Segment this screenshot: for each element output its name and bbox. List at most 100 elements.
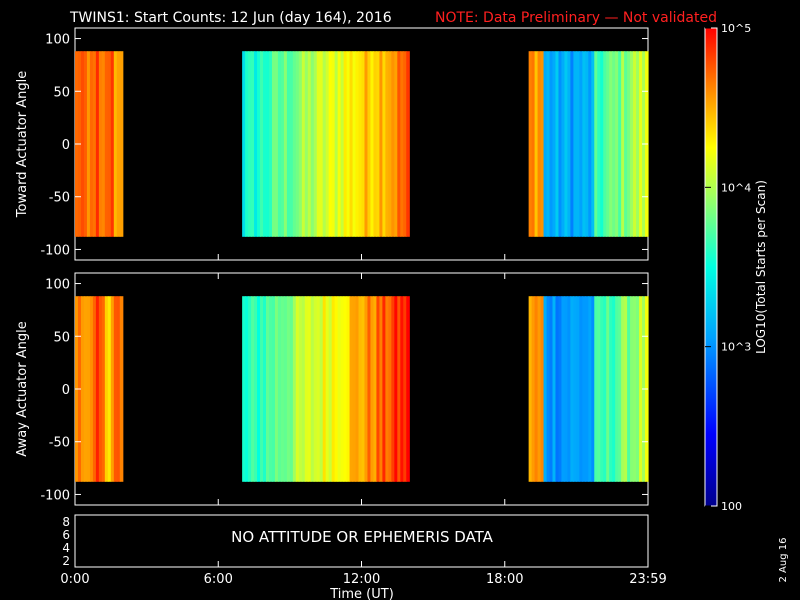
heatmap-column	[334, 51, 339, 237]
heatmap-column	[295, 51, 300, 237]
heatmap-column	[343, 51, 348, 237]
x-tick-label: 6:00	[204, 572, 233, 587]
heatmap-column	[624, 51, 628, 237]
heatmap-column	[242, 51, 246, 237]
heatmap-column	[289, 296, 294, 482]
heatmap-column	[340, 296, 345, 482]
colorbar-label-text: LOG10(Total Starts per Scan)	[754, 180, 768, 354]
heatmap-column	[271, 51, 276, 237]
heatmap-column	[591, 51, 595, 237]
heatmap-column	[104, 296, 109, 482]
heatmap-column	[251, 51, 255, 237]
heatmap-column	[355, 296, 360, 482]
heatmap-column	[358, 51, 363, 237]
heatmap-column	[528, 296, 533, 482]
heatmap-column	[263, 296, 267, 482]
heatmap-column	[346, 296, 351, 482]
heatmap-column	[289, 51, 294, 237]
bottom-y-tick-label: 6	[62, 528, 70, 542]
heatmap-column	[540, 51, 545, 237]
y-tick-label: -50	[49, 436, 70, 451]
heatmap-column	[552, 51, 557, 237]
heatmap-column	[397, 296, 401, 482]
heatmap-column	[394, 51, 398, 237]
heatmap-column	[373, 51, 378, 237]
heatmap-column	[298, 51, 303, 237]
heatmap-column	[552, 296, 557, 482]
heatmap-column	[107, 296, 112, 482]
heatmap-column	[113, 51, 118, 237]
heatmap-column	[110, 296, 115, 482]
y-tick-label: 100	[45, 33, 70, 48]
heatmap-column	[549, 296, 554, 482]
heatmap-column	[391, 51, 395, 237]
heatmap-column	[301, 51, 306, 237]
heatmap-column	[274, 296, 279, 482]
heatmap-column	[594, 296, 598, 482]
heatmap-column	[361, 51, 366, 237]
heatmap-column	[600, 296, 604, 482]
heatmap-column	[319, 51, 324, 237]
heatmap-column	[86, 296, 91, 482]
heatmap-column	[283, 296, 288, 482]
time-axis-label: Time (UT)	[329, 587, 394, 600]
heatmap-column	[570, 296, 574, 482]
heatmap-column	[254, 296, 258, 482]
heatmap-column	[337, 51, 342, 237]
bottom-y-tick-label: 4	[62, 541, 70, 555]
time-axis-ticks: 0:00 6:00 12:00 18:00 23:59	[60, 254, 667, 587]
heatmap-column	[260, 51, 264, 237]
heatmap-column	[400, 296, 404, 482]
heatmap-column	[385, 51, 389, 237]
heatmap-column	[388, 296, 392, 482]
heatmap-column	[310, 51, 315, 237]
heatmap-column	[636, 296, 640, 482]
heatmap-column	[113, 296, 118, 482]
heatmap-column	[367, 51, 372, 237]
heatmap-column	[364, 296, 369, 482]
heatmap-column	[80, 296, 85, 482]
date-stamp: 2 Aug 16	[778, 538, 789, 583]
heatmap-column	[245, 51, 249, 237]
heatmap-column	[307, 296, 312, 482]
heatmap-column	[346, 51, 351, 237]
heatmap-column	[277, 51, 282, 237]
heatmap-column	[400, 51, 404, 237]
heatmap-column	[579, 51, 583, 237]
heatmap-column	[92, 296, 97, 482]
heatmap-column	[257, 51, 261, 237]
heatmap-column	[624, 296, 628, 482]
heatmap-column	[352, 296, 357, 482]
heatmap-column	[385, 296, 389, 482]
heatmap-column	[373, 296, 378, 482]
heatmap-column	[588, 51, 592, 237]
heatmap-column	[119, 296, 124, 482]
heatmap-column	[382, 296, 386, 482]
heatmap-column	[355, 51, 360, 237]
x-tick-label: 0:00	[60, 572, 89, 587]
heatmap-column	[537, 51, 542, 237]
heatmap-column	[260, 296, 264, 482]
heatmap-column	[609, 296, 613, 482]
heatmap-column	[612, 51, 616, 237]
heatmap-column	[531, 296, 536, 482]
away-yticks: 100 50 0 -50 -100	[40, 278, 648, 503]
colorbar-tick-label: 10^5	[721, 22, 751, 35]
heatmap-column	[80, 51, 85, 237]
heatmap-column	[382, 51, 386, 237]
heatmap-column	[295, 296, 300, 482]
heatmap-column	[325, 296, 330, 482]
heatmap-column	[349, 296, 354, 482]
heatmap-column	[579, 296, 583, 482]
heatmap-column	[558, 296, 563, 482]
heatmap-column	[98, 51, 103, 237]
x-tick-label: 18:00	[486, 572, 523, 587]
heatmap-column	[591, 296, 595, 482]
heatmap-column	[274, 51, 279, 237]
heatmap-column	[251, 296, 255, 482]
heatmap-column	[379, 296, 383, 482]
colorbar-tick-label: 100	[721, 500, 742, 513]
heatmap-column	[600, 51, 604, 237]
heatmap-column	[376, 51, 380, 237]
heatmap-column	[358, 296, 363, 482]
